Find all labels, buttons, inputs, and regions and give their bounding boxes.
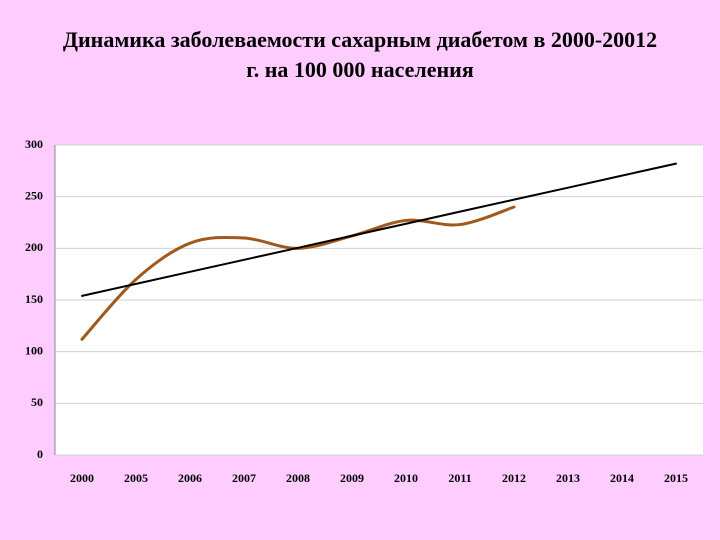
y-tick-label: 0: [37, 447, 43, 461]
y-tick-label: 200: [25, 240, 43, 254]
x-tick-label: 2011: [448, 471, 471, 485]
x-tick-label: 2010: [394, 471, 418, 485]
x-tick-label: 2005: [124, 471, 148, 485]
x-tick-label: 2015: [664, 471, 688, 485]
x-tick-label: 2013: [556, 471, 580, 485]
x-tick-label: 2009: [340, 471, 364, 485]
chart-title: г. на 100 000 населения: [246, 57, 474, 82]
x-tick-label: 2007: [232, 471, 256, 485]
x-tick-label: 2000: [70, 471, 94, 485]
y-tick-label: 100: [25, 343, 43, 357]
y-tick-label: 50: [31, 395, 43, 409]
chart-title: Динамика заболеваемости сахарным диабето…: [63, 27, 657, 52]
x-tick-label: 2006: [178, 471, 202, 485]
y-tick-label: 300: [25, 137, 43, 151]
series-line: [81, 162, 677, 297]
x-tick-label: 2014: [610, 471, 634, 485]
y-tick-label: 150: [25, 292, 43, 306]
y-tick-label: 250: [25, 188, 43, 202]
x-tick-label: 2008: [286, 471, 310, 485]
x-tick-label: 2012: [502, 471, 526, 485]
